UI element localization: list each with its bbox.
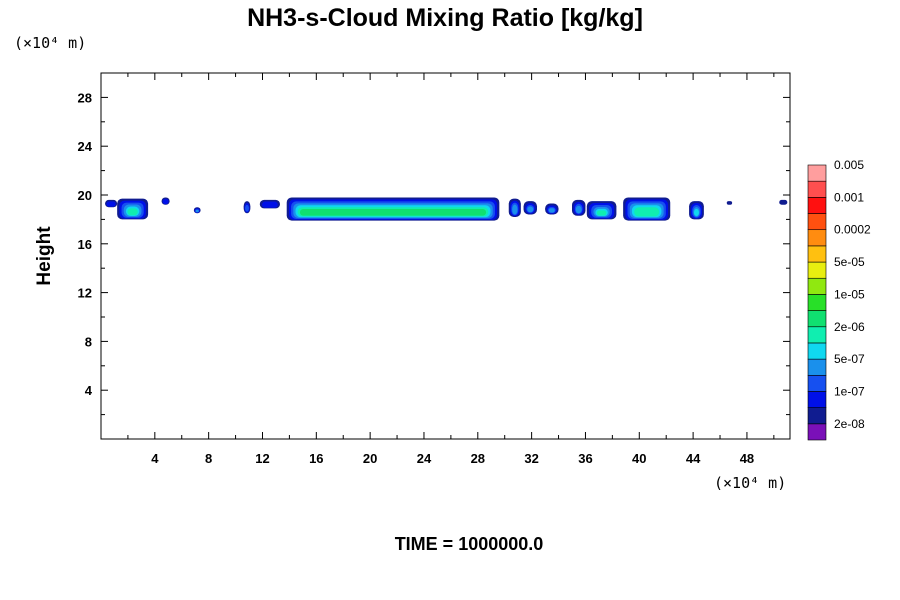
cloud-level-4 (575, 205, 582, 214)
cloud-blob-12 (586, 201, 617, 220)
y-tick-label: 16 (78, 237, 92, 252)
cloud-level-4 (512, 204, 518, 215)
cloud-blob-6 (259, 199, 280, 209)
x-tick-label: 8 (205, 451, 212, 466)
colorbar-swatch (807, 294, 827, 311)
time-annotation: TIME = 1000000.0 (395, 534, 544, 554)
colorbar-label: 0.005 (834, 158, 864, 172)
chart-title: NH3-s-Cloud Mixing Ratio [kg/kg] (247, 4, 643, 32)
colorbar-swatch (807, 277, 827, 295)
y-tick-label: 4 (85, 383, 93, 398)
x-tick-label: 40 (632, 451, 646, 466)
colorbar-swatch (807, 423, 827, 441)
y-unit-label: (×10⁴ m) (14, 34, 86, 52)
cloud-level-2 (261, 201, 278, 208)
plot-frame (100, 72, 791, 440)
cloud-level-4 (527, 206, 534, 213)
colorbar-label: 1e-07 (834, 384, 865, 398)
cloud-level-2 (106, 201, 116, 207)
cloud-level-6 (127, 208, 138, 216)
x-tick-label: 16 (309, 451, 323, 466)
cloud-level-3 (245, 204, 249, 212)
cloud-blob-7 (286, 197, 500, 221)
cloud-blob-2 (117, 198, 149, 220)
colorbar-swatch (807, 407, 827, 425)
colorbar-swatch (807, 358, 827, 376)
colorbar-label: 2e-06 (834, 320, 865, 334)
cloud-level-4 (195, 209, 199, 213)
x-tick-labels: 4 8 12 16 20 24 28 32 36 40 44 48 (151, 451, 754, 466)
cloud-blob-10 (545, 203, 559, 215)
x-tick-label: 12 (255, 451, 269, 466)
colorbar-swatch (807, 164, 827, 182)
cloud-blob-3 (161, 197, 170, 205)
cloud-blob-13 (623, 197, 671, 221)
cloud-blob-5 (243, 201, 251, 214)
y-tick-label: 12 (78, 286, 92, 301)
cloud-blob-9 (523, 201, 538, 215)
cloud-contour-region (105, 197, 788, 221)
colorbar-labels: 2e-08 1e-07 5e-07 2e-06 1e-05 5e-05 0.0002 0.00… (834, 158, 871, 431)
cloud-level-4 (548, 208, 555, 213)
colorbar-swatch (807, 342, 827, 360)
colorbar-swatch (807, 310, 827, 328)
colorbar-label: 0.001 (834, 190, 864, 204)
cloud-blob-15 (726, 201, 733, 205)
cloud-blob-8 (508, 198, 521, 217)
y-tick-labels: 4 8 12 16 20 24 28 (78, 90, 93, 398)
colorbar-swatch (807, 229, 827, 247)
axis-ticks (101, 73, 790, 439)
x-tick-label: 36 (578, 451, 592, 466)
colorbar (807, 164, 827, 441)
x-unit-label: (×10⁴ m) (714, 474, 786, 492)
x-tick-label: 4 (151, 451, 159, 466)
cloud-level-6 (596, 210, 607, 216)
y-tick-label: 8 (85, 334, 92, 349)
cloud-blob-1 (105, 199, 118, 208)
x-tick-label: 48 (740, 451, 754, 466)
y-tick-label: 20 (78, 188, 92, 203)
colorbar-swatch (807, 213, 827, 231)
x-tick-label: 20 (363, 451, 377, 466)
colorbar-label: 5e-05 (834, 255, 865, 269)
y-axis-label: Height (34, 226, 55, 286)
cloud-blob-16 (779, 199, 788, 205)
colorbar-swatch (807, 391, 827, 408)
cloud-level-6 (634, 207, 660, 217)
colorbar-label: 0.0002 (834, 223, 871, 237)
colorbar-swatch (807, 197, 827, 214)
colorbar-swatch (807, 374, 827, 392)
colorbar-label: 1e-05 (834, 287, 865, 301)
colorbar-swatch (807, 245, 827, 263)
cloud-level-1 (726, 201, 733, 205)
cloud-blob-14 (689, 201, 704, 220)
colorbar-swatch (807, 180, 827, 198)
x-tick-label: 24 (417, 451, 432, 466)
x-tick-label: 44 (686, 451, 701, 466)
cloud-level-2 (162, 198, 169, 205)
x-tick-label: 28 (471, 451, 485, 466)
y-tick-label: 24 (78, 139, 93, 154)
y-tick-label: 28 (78, 90, 92, 105)
cloud-blob-4 (193, 207, 201, 214)
cloud-level-5 (694, 208, 699, 217)
colorbar-label: 5e-07 (834, 352, 865, 366)
colorbar-label: 2e-08 (834, 417, 865, 431)
cloud-blob-11 (571, 199, 586, 216)
colorbar-swatch (807, 326, 827, 344)
colorbar-swatch (807, 261, 827, 279)
cloud-level-1 (779, 199, 788, 205)
x-tick-label: 32 (524, 451, 538, 466)
cloud-level-7 (299, 209, 487, 216)
